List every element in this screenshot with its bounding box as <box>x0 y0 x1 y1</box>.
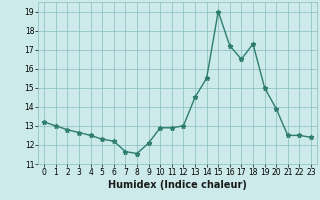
X-axis label: Humidex (Indice chaleur): Humidex (Indice chaleur) <box>108 180 247 190</box>
